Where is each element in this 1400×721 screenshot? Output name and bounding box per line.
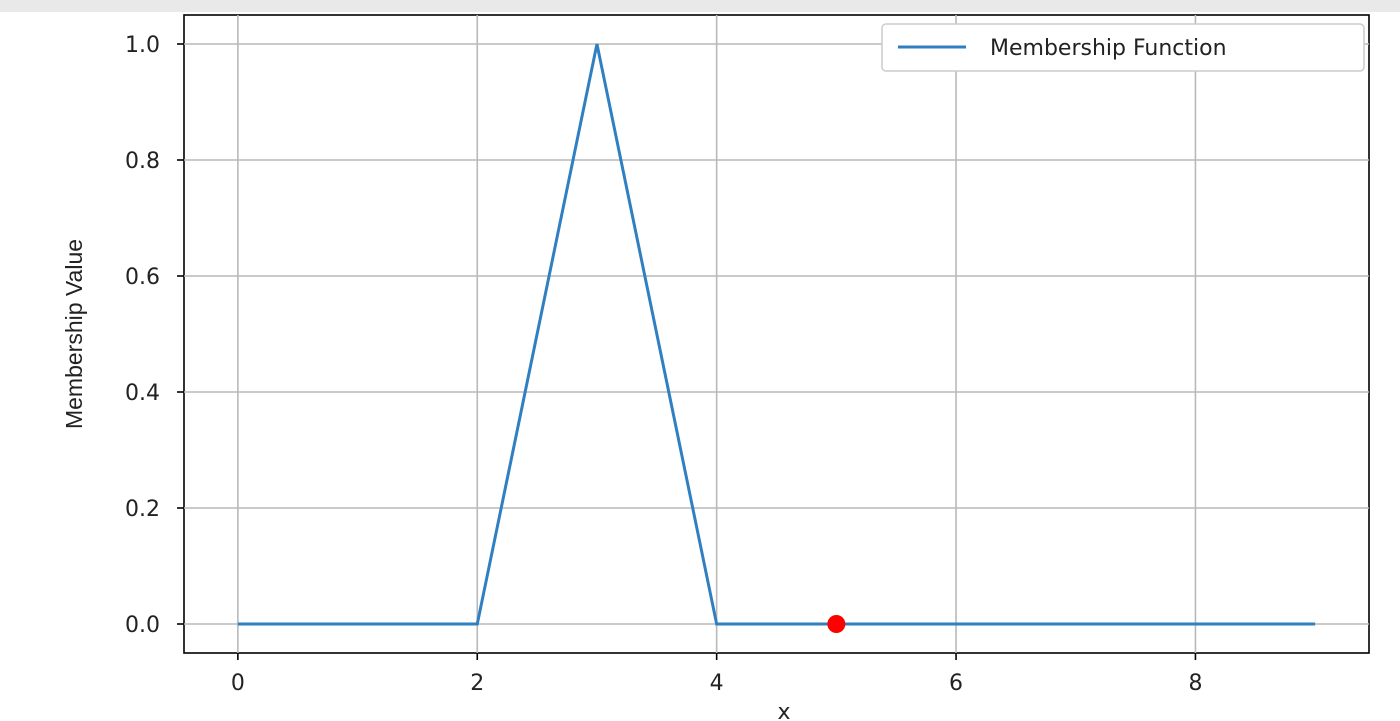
y-tick-label: 0.0 (125, 613, 160, 638)
plot-area (237, 43, 1316, 633)
axis-ticks: 0 2 4 6 8 0.0 0.2 0.4 0.6 0.8 1.0 (125, 33, 1202, 696)
x-tick-label: 6 (949, 671, 963, 696)
x-tick-label: 8 (1188, 671, 1202, 696)
x-tick-label: 0 (231, 671, 245, 696)
x-axis-label: x (777, 700, 790, 721)
x-tick-label: 4 (710, 671, 724, 696)
y-tick-label: 0.4 (125, 381, 160, 406)
axes-frame (183, 14, 1370, 654)
y-tick-label: 1.0 (125, 33, 160, 58)
y-tick-label: 0.6 (125, 265, 160, 290)
y-tick-label: 0.8 (125, 149, 160, 174)
legend-frame (881, 23, 1365, 72)
figure-top-band (0, 0, 1400, 12)
x-tick-label: 2 (470, 671, 484, 696)
highlighted-point (827, 615, 846, 633)
membership-function-line (237, 43, 1316, 626)
y-tick-label: 0.2 (125, 497, 160, 522)
legend-entry-label: Membership Function (990, 36, 1227, 61)
legend: Membership Function (881, 23, 1365, 72)
y-axis-label: Membership Value (61, 239, 87, 429)
